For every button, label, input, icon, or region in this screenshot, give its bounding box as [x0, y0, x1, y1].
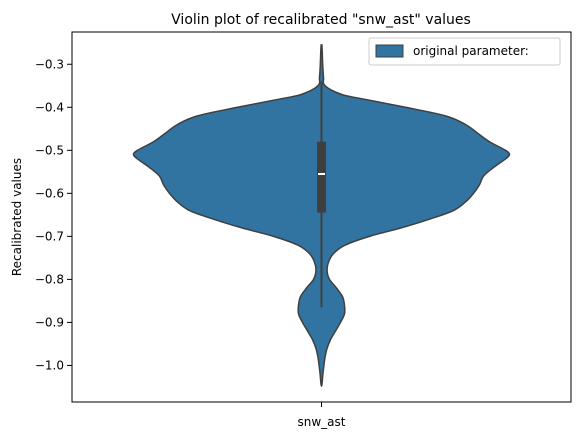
y-tick-label: −0.5	[35, 143, 64, 157]
y-tick-label: −0.7	[35, 229, 64, 243]
x-tick-label: snw_ast	[298, 415, 346, 429]
legend-label: original parameter:	[413, 44, 529, 58]
legend-swatch	[375, 44, 404, 58]
y-tick-label: −1.0	[35, 358, 64, 372]
chart-title: Violin plot of recalibrated "snw_ast" va…	[171, 12, 471, 28]
y-axis-label: Recalibrated values	[10, 158, 24, 276]
y-tick-label: −0.3	[35, 57, 64, 71]
y-tick-label: −0.4	[35, 100, 64, 114]
y-axis: −0.3 −0.4 −0.5 −0.6 −0.7 −0.8 −0.9 −1.0	[35, 57, 72, 372]
violin-iqr-box	[317, 141, 326, 213]
plot-area	[71, 31, 572, 403]
y-tick-label: −0.8	[35, 272, 64, 286]
legend: original parameter:	[368, 37, 561, 66]
legend-frame	[368, 37, 561, 66]
x-axis: snw_ast	[298, 402, 346, 429]
y-tick-label: −0.6	[35, 186, 64, 200]
y-tick-label: −0.9	[35, 315, 64, 329]
